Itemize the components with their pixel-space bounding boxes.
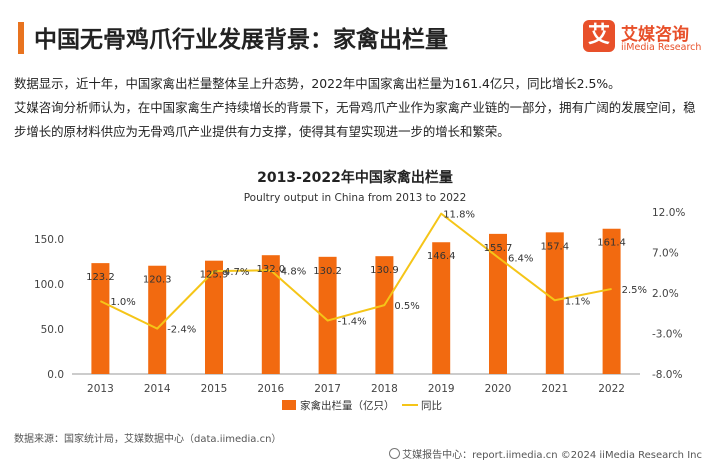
bar-value-label: 132.0: [256, 264, 285, 275]
right-axis-tick-label: 12.0%: [652, 207, 685, 219]
left-axis-tick-label: 0.0: [47, 369, 64, 381]
x-axis-tick-label: 2021: [541, 383, 568, 395]
footer-text: 艾媒报告中心：report.iimedia.cn ©2024 iiMedia R…: [402, 450, 702, 461]
line-value-label: 1.1%: [565, 296, 590, 307]
x-axis-tick-label: 2013: [87, 383, 114, 395]
bar-value-label: 123.2: [86, 272, 115, 283]
yoy-growth-line: [99, 212, 612, 330]
line-value-label: -2.4%: [167, 325, 196, 336]
bar-2015: [205, 260, 223, 374]
report-center-icon: [389, 448, 401, 459]
bar-value-label: 125.9: [200, 270, 229, 281]
chart-title: 2013-2022年中国家禽出栏量: [257, 169, 453, 186]
bar-2014: [148, 265, 167, 374]
title-accent-bar: [18, 22, 24, 54]
data-source: 数据来源：国家统计局，艾媒数据中心（data.iimedia.cn）: [14, 434, 282, 445]
legend-bar-swatch: [282, 400, 296, 410]
legend-line-label: 同比: [421, 399, 442, 412]
x-axis-tick-label: 2020: [485, 383, 512, 395]
x-axis-tick-label: 2018: [371, 383, 398, 395]
line-value-label: 4.7%: [224, 267, 249, 278]
x-axis-tick-label: 2017: [314, 383, 341, 395]
footer: 艾媒报告中心：report.iimedia.cn ©2024 iiMedia R…: [389, 446, 702, 461]
line-value-label: 1.0%: [110, 297, 135, 308]
intro-paragraph-1: 数据显示，近十年，中国家禽出栏量整体呈上升态势，2022年中国家禽出栏量为161…: [14, 76, 621, 91]
x-axis-tick-label: 2014: [144, 383, 171, 395]
bar-value-label: 155.7: [484, 243, 513, 254]
right-axis-tick-label: -8.0%: [652, 369, 682, 381]
chart-subtitle: Poultry output in China from 2013 to 202…: [244, 192, 467, 204]
x-axis-tick-label: 2016: [257, 383, 284, 395]
bar-2021: [545, 232, 564, 374]
x-axis-tick-label: 2022: [598, 383, 625, 395]
poultry-output-chart: 2013-2022年中国家禽出栏量 Poultry output in China…: [34, 169, 685, 412]
logo-chinese-name: 艾媒咨询: [621, 25, 689, 45]
bar-2019: [432, 242, 451, 374]
legend-bar-label: 家禽出栏量（亿只）: [300, 399, 395, 412]
bar-2016: [261, 255, 280, 374]
left-axis-tick-label: 100.0: [34, 279, 64, 291]
x-axis-tick-label: 2019: [428, 383, 455, 395]
logo-mark-icon: 艾: [583, 20, 615, 52]
right-axis-tick-label: -3.0%: [652, 329, 682, 341]
bar-2020: [489, 233, 507, 374]
right-axis-tick-label: 7.0%: [652, 248, 679, 260]
bar-value-label: 146.4: [427, 251, 456, 262]
x-axis-tick-label: 2015: [201, 383, 228, 395]
bar-2022: [602, 228, 621, 374]
page-title: 中国无骨鸡爪行业发展背景：家禽出栏量: [34, 27, 448, 53]
intro-paragraph-2: 艾媒咨询分析师认为，在中国家禽生产持续增长的背景下，无骨鸡爪产业作为家禽产业链的…: [14, 100, 696, 139]
right-axis-tick-label: 2.0%: [652, 288, 679, 300]
bar-value-label: 130.2: [313, 266, 342, 277]
brand-logo: 艾 艾媒咨询 iiMedia Research: [583, 20, 703, 60]
logo-english-name: iiMedia Research: [621, 42, 702, 53]
bar-2017: [318, 256, 337, 374]
line-value-label: 11.8%: [443, 210, 475, 221]
left-axis-tick-label: 150.0: [34, 234, 64, 246]
bar-2013: [91, 263, 110, 374]
line-value-label: 0.5%: [394, 301, 419, 312]
line-value-label: 4.8%: [281, 266, 306, 277]
line-value-label: -1.4%: [338, 317, 367, 328]
bar-value-label: 161.4: [597, 238, 626, 249]
bar-value-label: 120.3: [143, 275, 172, 286]
line-value-label: 2.5%: [622, 285, 647, 296]
bar-value-label: 130.9: [370, 265, 399, 276]
intro-text: 数据显示，近十年，中国家禽出栏量整体呈上升态势，2022年中国家禽出栏量为161…: [14, 72, 698, 144]
left-axis-tick-label: 50.0: [41, 324, 64, 336]
bar-value-label: 157.4: [540, 241, 569, 252]
line-value-label: 6.4%: [508, 253, 533, 264]
bar-2018: [375, 256, 394, 374]
